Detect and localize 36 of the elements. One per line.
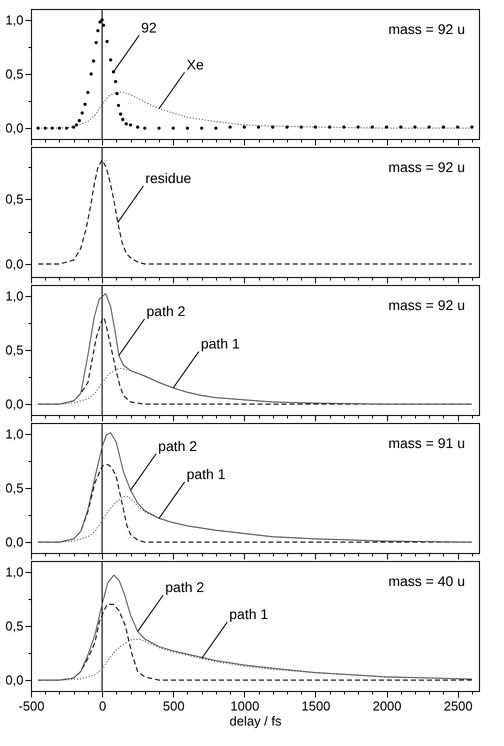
y-tick-label: 0,5 — [5, 480, 24, 496]
x-tick-label: 1500 — [301, 698, 330, 714]
text: Xe — [186, 56, 204, 72]
x-tick-label: 500 — [162, 698, 185, 714]
y-tick-label: 1,0 — [5, 288, 24, 304]
y-tick-label: 0,0 — [5, 256, 24, 272]
text: 92 — [141, 19, 157, 36]
annotation: mass = 92 u — [388, 21, 465, 37]
y-tick-label: 0,5 — [5, 618, 24, 634]
y-tick-label: 0,0 — [5, 672, 24, 688]
y-tick-label: 1,0 — [5, 12, 24, 28]
text: path 2 — [146, 303, 186, 320]
y-tick-label: 0,0 — [5, 534, 24, 550]
x-tick-label: 2500 — [444, 698, 473, 714]
x-axis-title: delay / fs — [229, 714, 282, 728]
y-tick-label: 1,0 — [5, 564, 24, 580]
y-tick-label: 0,5 — [5, 192, 24, 206]
annotation: mass = 40 u — [388, 573, 465, 589]
x-tick-label: 1000 — [230, 698, 260, 714]
text: path 1 — [186, 466, 226, 482]
y-tick-label: 0,5 — [5, 66, 24, 82]
annotation: mass = 91 u — [388, 435, 465, 451]
text: path 1 — [200, 336, 240, 352]
x-tick-label: 0 — [98, 698, 106, 714]
text: path 2 — [165, 579, 204, 596]
y-tick-label: 0,0 — [5, 396, 24, 412]
annotation: mass = 92 u — [388, 159, 465, 175]
y-tick-label: 1,0 — [5, 426, 24, 442]
y-tick-label: 0,0 — [5, 120, 24, 136]
x-tick-label: -500 — [18, 698, 45, 714]
annotation: mass = 92 u — [388, 297, 465, 313]
text: path 1 — [229, 606, 268, 622]
x-tick-label: 2000 — [372, 698, 402, 714]
y-tick-label: 0,5 — [5, 342, 24, 358]
text: path 2 — [158, 438, 198, 454]
text: residue — [145, 170, 192, 186]
